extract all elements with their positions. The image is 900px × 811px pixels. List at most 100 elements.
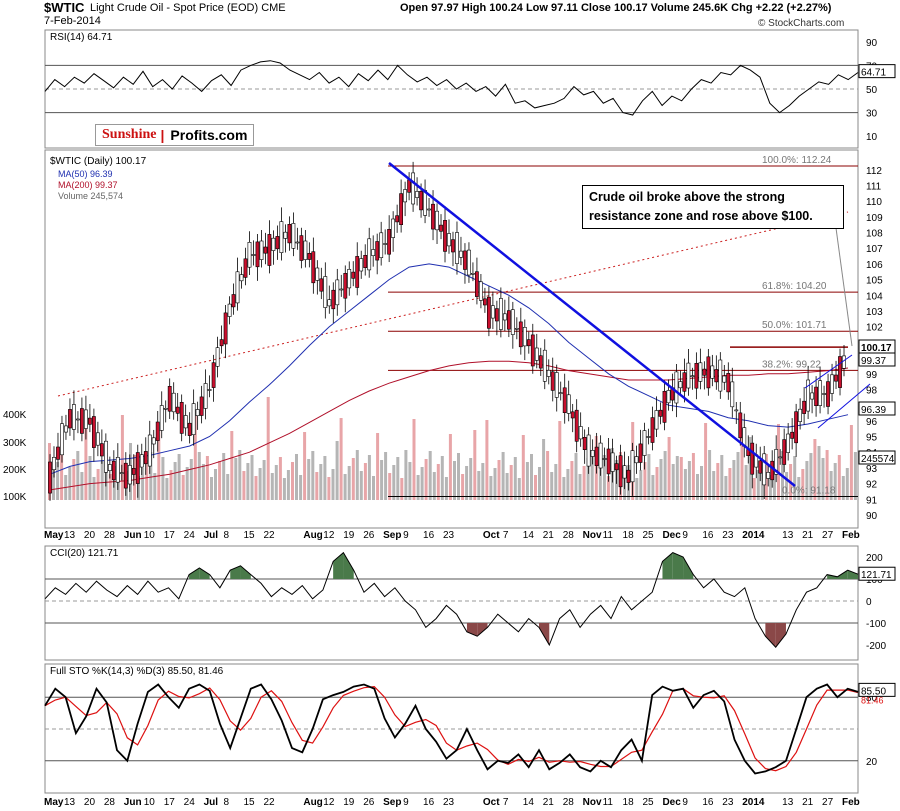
bottom-x-tick: 8 [224, 797, 230, 808]
candle-body [782, 439, 787, 465]
candle-body [658, 409, 663, 417]
candle-body [84, 409, 88, 429]
bottom-x-tick: Sep [383, 797, 401, 808]
candle-body [283, 231, 288, 239]
candle-body [247, 242, 252, 268]
volume-bar [716, 463, 720, 500]
bottom-x-tick: 10 [144, 797, 156, 808]
price-tag [858, 401, 896, 416]
bottom-x-tick: 21 [802, 797, 814, 808]
price-x-tick: 19 [343, 530, 355, 541]
volume-bar [218, 461, 222, 500]
price-x-tick: 28 [563, 530, 575, 541]
candle-body [650, 417, 655, 443]
volume-bar [173, 462, 177, 500]
price-x-tick: 13 [64, 530, 76, 541]
volume-bar [465, 466, 469, 500]
volume-bar [323, 456, 327, 500]
sunshine-profits-logo: Sunshine | Profits.com [95, 124, 255, 146]
volume-bar [550, 472, 554, 500]
candle-body [590, 449, 595, 457]
volume-bar [469, 458, 473, 500]
cci-negative-fill [466, 623, 478, 637]
candle-body [387, 229, 392, 255]
bottom-x-tick: 12 [323, 797, 335, 808]
candle-body [702, 368, 707, 376]
volume-bar [659, 459, 663, 500]
candle-body [582, 436, 587, 450]
volume-y-tick: 400K [3, 410, 27, 421]
candle-body [327, 299, 332, 307]
bottom-x-tick: 28 [104, 797, 116, 808]
volume-bar [837, 455, 841, 500]
price-x-tick: Oct [483, 530, 500, 541]
candle-body [347, 268, 352, 289]
bottom-x-tick: 16 [702, 797, 714, 808]
price-x-tick: Jun [124, 530, 142, 541]
candle-body [834, 374, 838, 382]
volume-bar [675, 456, 679, 500]
candle-body [730, 381, 735, 408]
candle-body [379, 232, 384, 259]
candle-body [630, 450, 635, 483]
volume-bar [853, 452, 857, 500]
price-x-tick: 10 [144, 530, 156, 541]
candle-body [538, 355, 543, 369]
price-x-tick: 15 [244, 530, 256, 541]
candle-body [502, 313, 507, 321]
volume-bar [477, 471, 481, 500]
candle-body [111, 460, 116, 481]
candle-body [798, 408, 803, 422]
cci-value-tag [858, 566, 896, 581]
price-x-tick: 2014 [742, 530, 765, 541]
price-x-tick: 21 [802, 530, 814, 541]
volume-bar [60, 434, 64, 500]
sto-label: Full STO %K(14,3) %D(3) 85.50, 81.46 [50, 666, 224, 677]
volume-bar [813, 439, 817, 500]
bottom-x-tick: Oct [483, 797, 500, 808]
candle-body [371, 249, 376, 256]
volume-bar [485, 420, 489, 500]
volume-bar [193, 416, 197, 500]
candle-body [335, 279, 340, 306]
bottom-x-tick: Feb [842, 797, 860, 808]
candle-body [455, 232, 459, 264]
bottom-x-tick: 20 [84, 797, 96, 808]
volume-bar [728, 468, 732, 500]
candle-body [606, 448, 611, 475]
candle-body [215, 347, 220, 367]
candle-body [574, 409, 579, 442]
volume-bar [376, 433, 380, 500]
price-y-tick: 105 [866, 276, 883, 287]
candle-body [399, 193, 404, 226]
volume-bar [732, 460, 736, 500]
candle-body [774, 449, 779, 475]
price-x-tick: 9 [682, 530, 688, 541]
cci-positive-fill [230, 565, 241, 579]
volume-y-tick: 100K [3, 492, 27, 503]
volume-bar [351, 458, 355, 500]
callout-pointer [835, 227, 853, 347]
candle-body [618, 455, 623, 488]
bottom-x-tick: 22 [263, 797, 275, 808]
price-y-tick: 91 [866, 495, 878, 506]
bottom-x-tick: May [44, 797, 64, 808]
volume-bar [821, 458, 825, 500]
price-y-tick: 96 [866, 417, 878, 428]
candle-body [770, 460, 775, 481]
candle-body [463, 250, 467, 270]
candle-body [802, 400, 807, 414]
volume-bar [473, 430, 477, 500]
candle-body [610, 452, 615, 472]
volume-bar [554, 464, 558, 500]
volume-bar [809, 453, 813, 500]
volume-bar [52, 470, 55, 500]
price-x-tick: 24 [184, 530, 196, 541]
sto-k-tag [858, 682, 896, 697]
price-y-tick: 110 [866, 197, 882, 208]
volume-bar [651, 475, 655, 500]
candle-body [482, 298, 487, 306]
bottom-x-tick: 26 [363, 797, 375, 808]
volume-bar [538, 467, 541, 500]
volume-bar [606, 476, 610, 500]
